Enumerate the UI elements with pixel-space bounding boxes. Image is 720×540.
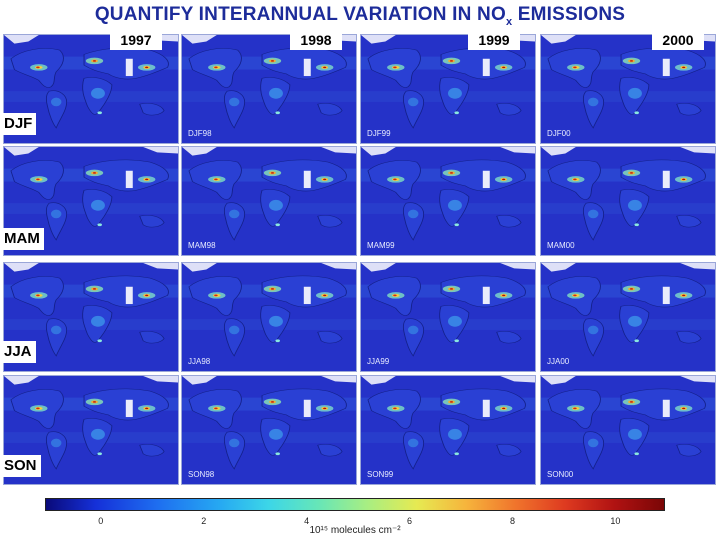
map-panel-mam-1998: MAM98 xyxy=(181,146,357,256)
colorbar-tick: 4 xyxy=(304,516,310,526)
map-panel-jja-1997 xyxy=(3,262,179,372)
year-label-1998: 1998 xyxy=(290,30,342,50)
season-label-mam: MAM xyxy=(0,228,44,250)
map-panel-jja-1998: JJA98 xyxy=(181,262,357,372)
panel-label: JJA99 xyxy=(367,357,390,366)
world-map xyxy=(182,263,356,371)
panel-label: DJF00 xyxy=(547,129,571,138)
map-panel-son-2000: SON00 xyxy=(540,375,716,485)
map-panel-mam-2000: MAM00 xyxy=(540,146,716,256)
map-panel-son-1999: SON99 xyxy=(360,375,536,485)
panel-label: SON00 xyxy=(547,470,574,479)
page-title: QUANTIFY INTERANNUAL VARIATION IN NOx EM… xyxy=(94,4,626,28)
world-map xyxy=(182,35,356,143)
colorbar-gradient xyxy=(45,498,665,511)
year-label-1999: 1999 xyxy=(468,30,520,50)
panel-label: MAM98 xyxy=(188,241,216,250)
map-panel-son-1998: SON98 xyxy=(181,375,357,485)
colorbar-units: 10¹⁵ molecules cm⁻² xyxy=(309,525,401,536)
season-label-son: SON xyxy=(0,455,41,477)
map-panel-jja-2000: JJA00 xyxy=(540,262,716,372)
season-label-jja: JJA xyxy=(0,341,36,363)
panel-label: DJF99 xyxy=(367,129,391,138)
colorbar-tick: 8 xyxy=(509,516,515,526)
world-map xyxy=(541,263,715,371)
world-map xyxy=(4,263,178,371)
world-map xyxy=(361,147,535,255)
panel-label: MAM99 xyxy=(367,241,395,250)
world-map xyxy=(182,147,356,255)
panel-label: SON99 xyxy=(367,470,394,479)
map-panel-djf-1998: DJF98 xyxy=(181,34,357,144)
world-map xyxy=(4,35,178,143)
world-map xyxy=(4,147,178,255)
world-map xyxy=(541,376,715,484)
world-map xyxy=(361,35,535,143)
year-label-2000: 2000 xyxy=(652,30,704,50)
map-panel-djf-1999: DJF99 xyxy=(360,34,536,144)
panel-label: JJA98 xyxy=(188,357,211,366)
colorbar: 0 2 4 6 8 10 10¹⁵ molecules cm⁻² xyxy=(45,498,665,540)
world-map xyxy=(361,263,535,371)
map-panel-djf-2000: DJF00 xyxy=(540,34,716,144)
colorbar-tick: 6 xyxy=(407,516,413,526)
panel-label: DJF98 xyxy=(188,129,212,138)
world-map xyxy=(541,147,715,255)
colorbar-tick: 10 xyxy=(610,516,621,526)
map-panel-jja-1999: JJA99 xyxy=(360,262,536,372)
world-map xyxy=(361,376,535,484)
panel-label: JJA00 xyxy=(547,357,570,366)
panel-label: MAM00 xyxy=(547,241,575,250)
map-panel-mam-1997 xyxy=(3,146,179,256)
map-panel-mam-1999: MAM99 xyxy=(360,146,536,256)
year-label-1997: 1997 xyxy=(110,30,162,50)
season-label-djf: DJF xyxy=(0,113,37,135)
colorbar-tick: 0 xyxy=(98,516,104,526)
colorbar-tick: 2 xyxy=(201,516,207,526)
world-map xyxy=(541,35,715,143)
panel-label: SON98 xyxy=(188,470,215,479)
world-map xyxy=(182,376,356,484)
